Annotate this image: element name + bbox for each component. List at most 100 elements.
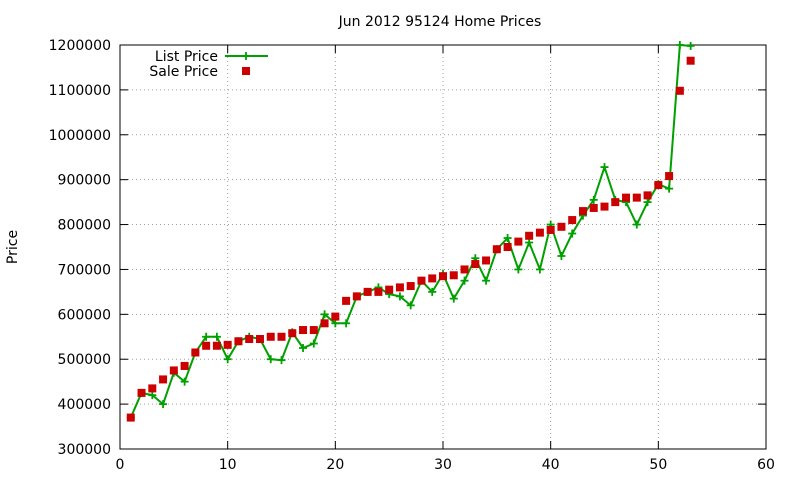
sale-price-point (245, 335, 254, 344)
y-tick-label: 400000 (58, 397, 111, 413)
list-price-point (395, 292, 404, 301)
sale-price-point (460, 265, 469, 274)
sale-price-point (385, 285, 394, 294)
list-price-point (223, 355, 232, 364)
sale-price-point (686, 56, 695, 65)
sale-price-point (643, 191, 652, 200)
x-tick-label: 20 (326, 457, 344, 473)
list-price-point (514, 265, 523, 274)
legend-label-list-price: List Price (155, 49, 218, 65)
grid (120, 45, 766, 449)
y-tick-label: 1200000 (49, 38, 111, 54)
sale-price-point (137, 388, 146, 397)
list-price-point (180, 377, 189, 386)
sale-price-point (255, 335, 264, 344)
sale-price-point (492, 245, 501, 254)
list-price-point (525, 238, 534, 247)
sale-price-point (223, 340, 232, 349)
sale-price-point (665, 172, 674, 181)
sale-price-point (632, 193, 641, 202)
sale-price-point (309, 326, 318, 335)
sale-price-point (557, 222, 566, 231)
list-price-point (148, 391, 157, 400)
legend-label-sale-price: Sale Price (149, 64, 218, 80)
sale-price-point (299, 326, 308, 335)
series-sale-price (126, 56, 695, 422)
x-tick-label: 50 (649, 457, 667, 473)
sale-price-point (169, 366, 178, 375)
sale-price-point (546, 225, 555, 234)
series-list-price (126, 41, 695, 422)
sale-price-point (449, 271, 458, 280)
sale-price-point (212, 341, 221, 350)
sale-price-point (191, 348, 200, 357)
sale-price-point (352, 292, 361, 301)
sale-price-point (439, 272, 447, 281)
sale-price-point (482, 256, 491, 265)
list-price-point (428, 287, 437, 296)
list-price-point (342, 319, 351, 328)
list-price-point (266, 355, 275, 364)
y-tick-label: 700000 (58, 262, 111, 278)
sale-price-point (589, 203, 598, 212)
chart-title: Jun 2012 95124 Home Prices (338, 14, 542, 30)
list-price-point (460, 276, 469, 285)
legend-square-marker (242, 67, 250, 75)
y-axis-label: Price (5, 230, 21, 264)
sale-price-point (148, 384, 157, 393)
sale-price-point (126, 413, 135, 422)
y-tick-label: 500000 (58, 352, 111, 368)
x-tick-label: 60 (757, 457, 775, 473)
list-price-point (686, 41, 695, 50)
sale-price-point (266, 332, 275, 341)
sale-price-point (471, 260, 480, 269)
list-price-point (159, 400, 168, 409)
list-price-point (277, 356, 286, 365)
list-price-point (331, 319, 340, 328)
y-tick-label: 800000 (58, 218, 111, 234)
list-price-point (589, 195, 598, 204)
sale-price-point (654, 181, 663, 190)
list-price-point (568, 229, 577, 238)
y-tick-label: 300000 (58, 442, 111, 458)
legend: List Price Sale Price (149, 49, 268, 80)
sale-price-point (568, 216, 577, 225)
list-price-point (482, 276, 491, 285)
sale-price-point (234, 337, 243, 346)
sale-price-point (600, 202, 609, 211)
sale-price-point (535, 228, 544, 237)
sale-price-point (525, 231, 534, 240)
y-tick-label: 600000 (58, 307, 111, 323)
sale-price-point (395, 283, 404, 292)
legend-sample-list-price (225, 52, 268, 60)
list-price-point (406, 301, 415, 310)
x-tick-label: 0 (116, 457, 125, 473)
sale-price-point (342, 296, 351, 305)
sale-price-point (374, 287, 383, 296)
sale-price-point (277, 332, 286, 341)
sale-price-point (514, 237, 523, 246)
sale-price-point (675, 86, 684, 95)
list-price-point (665, 184, 674, 193)
sale-price-point (406, 282, 415, 291)
list-price-line (129, 44, 691, 418)
sale-price-point (159, 375, 168, 384)
sale-price-point (611, 198, 620, 207)
legend-plus-marker (242, 52, 250, 60)
sale-price-point (428, 274, 437, 283)
x-tick-label: 40 (542, 457, 560, 473)
list-price-point (557, 251, 566, 260)
sale-price-point (578, 207, 587, 216)
axis-ticks: 300000 400000 500000 600000 700000 800000 9000… (49, 38, 775, 473)
list-price-point (320, 310, 329, 319)
list-price-point (212, 332, 221, 341)
list-price-point (449, 294, 458, 303)
sale-price-point (180, 361, 189, 370)
legend-sample-sale-price (242, 67, 250, 75)
list-price-point (309, 339, 318, 348)
sale-price-point (363, 287, 372, 296)
y-tick-label: 900000 (58, 173, 111, 189)
sale-price-point (320, 319, 329, 328)
sale-price-point (622, 193, 631, 202)
